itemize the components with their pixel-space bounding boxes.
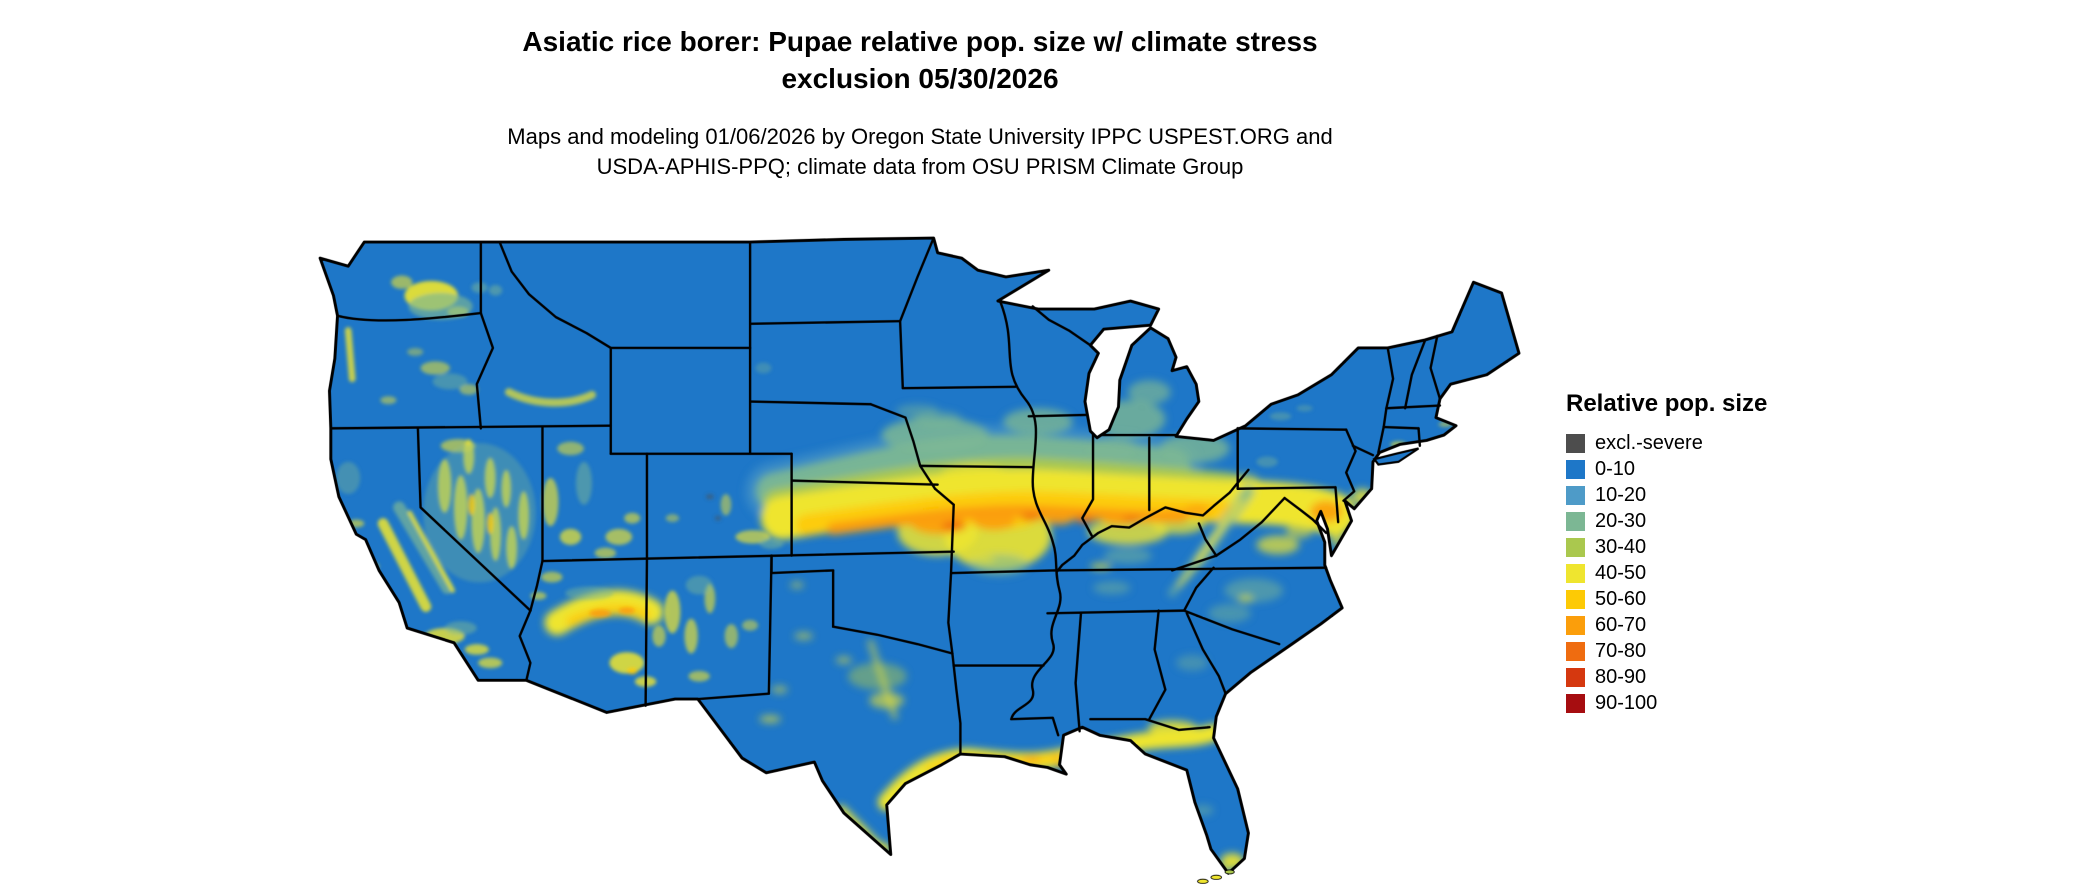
legend-item: 70-80 bbox=[1566, 638, 1767, 664]
legend-item: 30-40 bbox=[1566, 534, 1767, 560]
population-raster bbox=[320, 238, 1519, 874]
map-subtitle-line2: USDA-APHIS-PPQ; climate data from OSU PR… bbox=[596, 153, 1244, 179]
legend-item-label: 0-10 bbox=[1595, 457, 1636, 480]
legend-item: 10-20 bbox=[1566, 482, 1767, 508]
legend: Relative pop. size excl.-severe 0-10 10-20… bbox=[1566, 390, 1767, 716]
legend-item-label: 80-90 bbox=[1595, 665, 1647, 688]
legend-item-label: 70-80 bbox=[1595, 639, 1647, 662]
us-map bbox=[308, 234, 1527, 884]
legend-swatch bbox=[1566, 589, 1585, 609]
legend-swatch bbox=[1566, 537, 1585, 557]
us-map-svg bbox=[318, 236, 1521, 884]
legend-swatch bbox=[1566, 615, 1585, 635]
legend-item-label: 60-70 bbox=[1595, 613, 1647, 636]
legend-item: 40-50 bbox=[1566, 560, 1767, 586]
legend-item: 20-30 bbox=[1566, 508, 1767, 534]
legend-item: 0-10 bbox=[1566, 456, 1767, 482]
legend-swatch bbox=[1566, 693, 1585, 713]
map-subtitle-line1: Maps and modeling 01/06/2026 by Oregon S… bbox=[507, 124, 1333, 149]
raster-speckles bbox=[336, 275, 1452, 687]
legend-swatch bbox=[1566, 459, 1585, 479]
legend-item: 80-90 bbox=[1566, 664, 1767, 690]
legend-swatch bbox=[1566, 667, 1585, 687]
legend-item-label: excl.-severe bbox=[1595, 431, 1703, 454]
legend-swatch bbox=[1566, 563, 1585, 583]
legend-item-label: 50-60 bbox=[1595, 587, 1647, 610]
legend-item: 60-70 bbox=[1566, 612, 1767, 638]
legend-item: 90-100 bbox=[1566, 690, 1767, 716]
legend-item-label: 40-50 bbox=[1595, 561, 1647, 584]
legend-item-label: 10-20 bbox=[1595, 483, 1647, 506]
legend-item: 50-60 bbox=[1566, 586, 1767, 612]
legend-item-label: 90-100 bbox=[1595, 691, 1658, 714]
map-title-line2: exclusion 05/30/2026 bbox=[781, 62, 1059, 94]
legend-item-label: 20-30 bbox=[1595, 509, 1647, 532]
legend-swatch bbox=[1566, 433, 1585, 453]
state-borders bbox=[329, 236, 1442, 756]
legend-swatch bbox=[1566, 511, 1585, 531]
legend-items: excl.-severe 0-10 10-20 20-30 30-40 40-50 50-6… bbox=[1566, 430, 1767, 716]
map-title: Asiatic rice borer: Pupae relative pop. … bbox=[0, 24, 1840, 98]
legend-item: excl.-severe bbox=[1566, 430, 1767, 456]
map-subtitle: Maps and modeling 01/06/2026 by Oregon S… bbox=[0, 122, 1840, 182]
legend-swatch bbox=[1566, 485, 1585, 505]
long-island bbox=[1372, 447, 1420, 466]
legend-item-label: 30-40 bbox=[1595, 535, 1647, 558]
map-title-line1: Asiatic rice borer: Pupae relative pop. … bbox=[522, 26, 1318, 57]
legend-title: Relative pop. size bbox=[1566, 390, 1768, 417]
florida-keys bbox=[1197, 869, 1235, 884]
legend-swatch bbox=[1566, 641, 1585, 661]
